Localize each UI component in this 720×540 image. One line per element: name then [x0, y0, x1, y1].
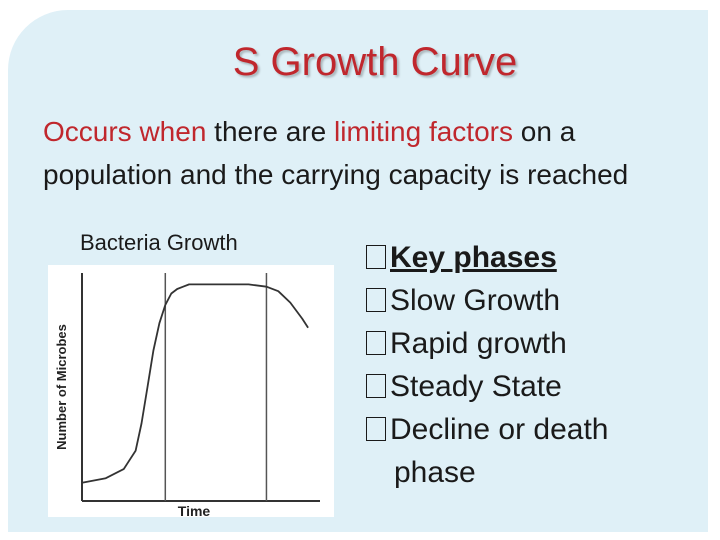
- intro-highlight-occurs: Occurs when: [43, 116, 207, 147]
- checkbox-bullet-icon: [366, 288, 386, 312]
- phase-item-label: Slow Growth: [390, 284, 561, 317]
- phase-item-continuation: phase: [394, 456, 476, 489]
- phase-item: Rapid growth: [366, 322, 706, 365]
- phase-item: Steady State: [366, 365, 706, 408]
- key-phases-list: Key phases Slow Growth Rapid growth Stea…: [366, 236, 706, 494]
- intro-highlight-limiting-factors: limiting factors: [334, 116, 513, 147]
- growth-curve-line: [81, 283, 309, 484]
- phase-item-label: Decline or death: [390, 413, 609, 446]
- checkbox-bullet-icon: [366, 374, 386, 398]
- chart-label: Bacteria Growth: [80, 230, 238, 255]
- intro-text-part: on a population and the carrying capacit…: [43, 116, 629, 190]
- slide-title: S Growth Curve: [232, 40, 518, 84]
- x-axis-label: Time: [178, 503, 211, 517]
- checkbox-bullet-icon: [366, 417, 386, 441]
- key-phases-heading: Key phases: [390, 241, 557, 274]
- growth-chart-svg: Number of Microbes Time: [54, 273, 320, 517]
- y-axis-label: Number of Microbes: [54, 324, 69, 450]
- phase-item-label: Steady State: [390, 370, 562, 403]
- growth-chart: Number of Microbes Time: [48, 265, 334, 517]
- phase-item-label: Rapid growth: [390, 327, 567, 360]
- intro-text: Occurs when there are limiting factors o…: [43, 110, 683, 196]
- checkbox-bullet-icon: [366, 245, 386, 269]
- intro-text-part: there are: [206, 116, 335, 147]
- phase-item: Decline or death: [366, 408, 706, 451]
- phase-item: Slow Growth: [366, 279, 706, 322]
- key-phases-heading-row: Key phases: [366, 236, 706, 279]
- checkbox-bullet-icon: [366, 331, 386, 355]
